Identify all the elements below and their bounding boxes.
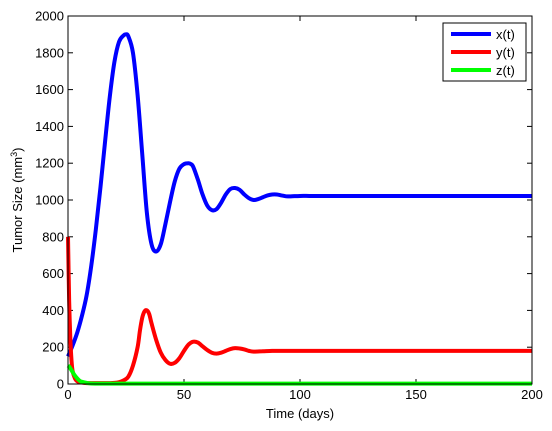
y-tick-label: 2000 <box>35 9 64 24</box>
x-axis-label: Time (days) <box>266 406 334 421</box>
series-line-x <box>66 32 532 358</box>
y-tick-label: 1800 <box>35 45 64 60</box>
x-tick-label: 0 <box>64 387 71 402</box>
y-axis-label-close: ) <box>10 148 25 152</box>
y-tick-label: 200 <box>42 340 64 355</box>
y-tick-label: 1600 <box>35 82 64 97</box>
y-axis-label: Tumor Size (mm3) <box>9 148 25 253</box>
x-tick-label: 150 <box>405 387 427 402</box>
y-tick-label: 600 <box>42 266 64 281</box>
y-tick-labels: 0 200 400 600 800 1000 1200 1400 1600 1800 2000 <box>35 9 64 392</box>
y-tick-label: 1000 <box>35 193 64 208</box>
legend-label-x: x(t) <box>496 27 515 42</box>
x-tick-labels: 0 50 100 150 200 <box>64 387 542 402</box>
legend-label-y: y(t) <box>496 45 515 60</box>
x-tick-label: 50 <box>177 387 191 402</box>
plot-frame <box>67 15 533 385</box>
y-tick-label: 0 <box>57 377 64 392</box>
y-tick-label: 1200 <box>35 156 64 171</box>
y-tick-label: 1400 <box>35 119 64 134</box>
x-tick-label: 100 <box>289 387 311 402</box>
series-layer <box>66 32 533 386</box>
y-axis-label-main: Tumor Size (mm <box>10 157 25 253</box>
x-tick-label: 200 <box>521 387 543 402</box>
series-line-y <box>66 236 533 386</box>
legend: x(t) y(t) z(t) <box>442 22 527 82</box>
legend-label-z: z(t) <box>496 63 515 78</box>
y-axis-label-superscript: 3 <box>9 152 19 157</box>
y-tick-label: 800 <box>42 229 64 244</box>
y-tick-label: 400 <box>42 303 64 318</box>
